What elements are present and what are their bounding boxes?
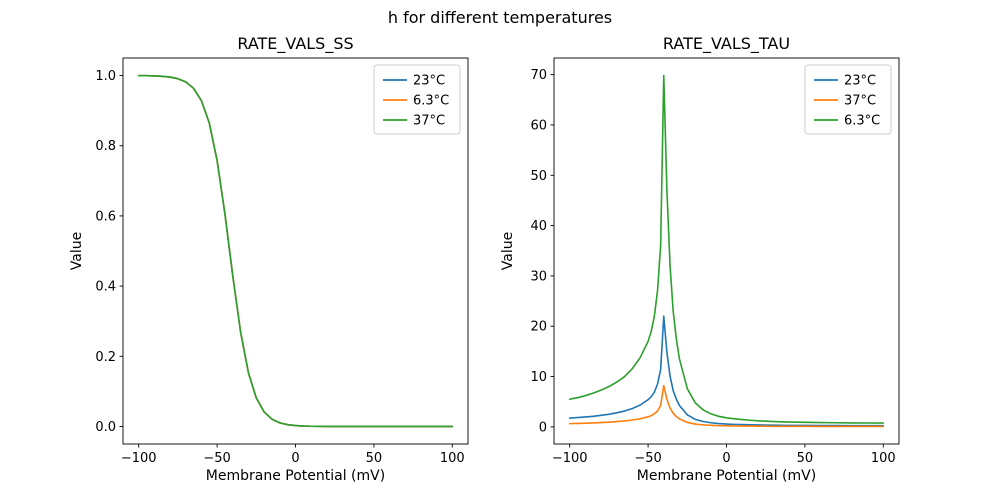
y-tick-label: 30 [530, 269, 547, 284]
x-tick-label: 100 [871, 451, 896, 466]
y-tick-label: 50 [530, 169, 547, 184]
y-tick-label: 70 [530, 68, 547, 83]
y-tick-label: 0.4 [95, 280, 116, 295]
y-tick-label: 20 [530, 320, 547, 335]
x-tick-label: 50 [797, 451, 814, 466]
series-line-23°C [568, 315, 885, 427]
legend-label: 6.3°C [844, 114, 880, 129]
y-tick-label: 1.0 [95, 69, 116, 84]
legend-label: 23°C [413, 74, 445, 89]
legend-label: 37°C [413, 114, 445, 129]
subplot-title: RATE_VALS_TAU [663, 34, 790, 54]
x-tick-label: −50 [203, 451, 230, 466]
y-tick-label: 10 [530, 370, 547, 385]
x-axis-label: Membrane Potential (mV) [637, 468, 816, 484]
y-axis-label: Value [500, 232, 516, 270]
x-tick-label: −100 [121, 451, 157, 466]
y-tick-label: 0.2 [95, 350, 116, 365]
y-tick-label: 0.6 [95, 209, 116, 224]
x-tick-label: 0 [291, 451, 299, 466]
x-tick-label: 100 [440, 451, 465, 466]
legend-box [804, 64, 892, 135]
y-tick-label: 60 [530, 118, 547, 133]
legend-label: 6.3°C [413, 94, 449, 109]
subplot-title: RATE_VALS_SS [237, 34, 353, 54]
series-line-37°C [137, 74, 454, 428]
y-tick-label: 0.0 [95, 420, 116, 435]
x-tick-label: 0 [722, 451, 730, 466]
x-axis-label: Membrane Potential (mV) [206, 468, 385, 484]
legend-box [373, 64, 461, 135]
x-tick-label: 50 [366, 451, 383, 466]
series-line-37°C [568, 384, 885, 428]
series-line-6.3°C [568, 74, 885, 424]
x-tick-label: −100 [552, 451, 588, 466]
figure-title: h for different temperatures [387, 8, 613, 27]
legend-label: 23°C [844, 74, 876, 89]
y-axis-label: Value [69, 232, 85, 270]
y-tick-label: 0.8 [95, 139, 116, 154]
x-tick-label: −50 [634, 451, 661, 466]
legend-label: 37°C [844, 94, 876, 109]
y-tick-label: 40 [530, 219, 547, 234]
y-tick-label: 0 [539, 420, 547, 435]
